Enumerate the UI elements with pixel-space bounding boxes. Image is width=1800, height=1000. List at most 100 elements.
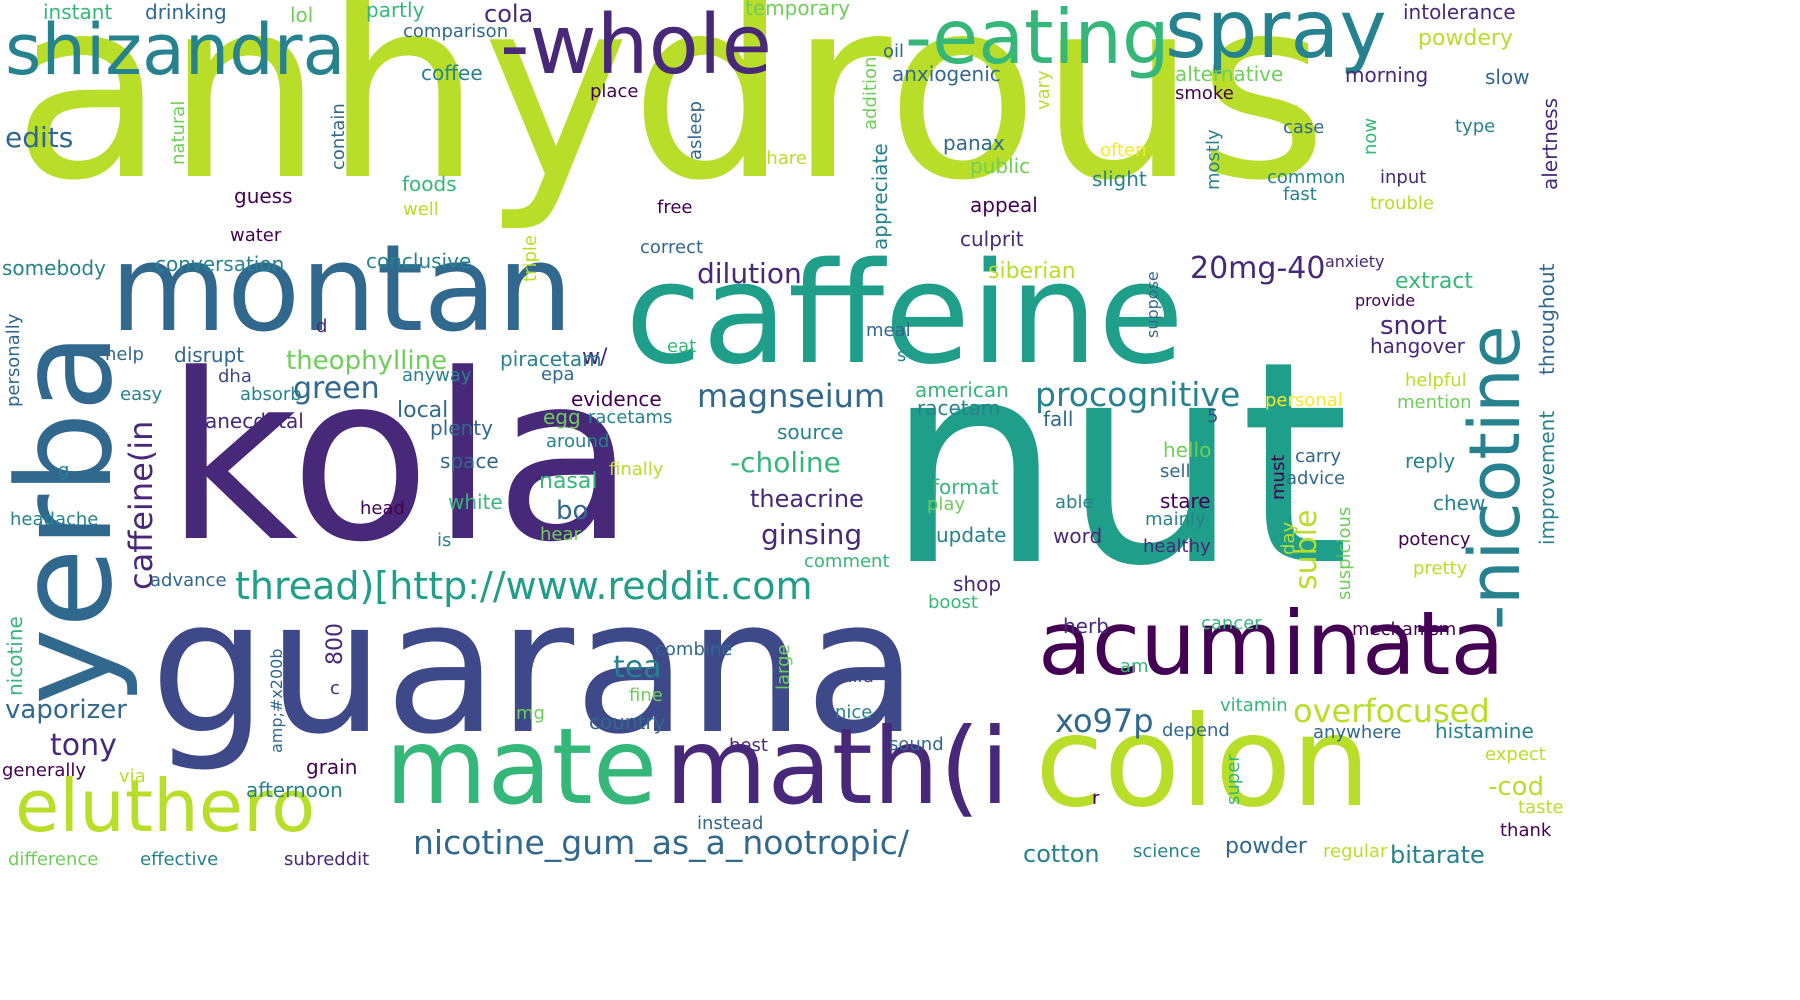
cloud-word: 800	[323, 623, 348, 665]
cloud-word: water	[230, 225, 282, 246]
cloud-word: reply	[1405, 449, 1456, 473]
cloud-word: disrupt	[174, 343, 245, 367]
cloud-word: vitamin	[1220, 695, 1288, 716]
cloud-word: mg	[516, 703, 545, 724]
cloud-word: epa	[541, 364, 575, 385]
cloud-word: g	[58, 460, 70, 481]
cloud-word: guess	[234, 184, 293, 208]
cloud-word: place	[590, 81, 639, 102]
cloud-word: correct	[640, 237, 704, 258]
cloud-word: tony	[50, 728, 117, 763]
cloud-word: egg	[543, 405, 581, 429]
cloud-word: powder	[1225, 834, 1307, 859]
cloud-word: panax	[943, 131, 1005, 155]
cloud-word: nut	[885, 302, 1350, 628]
cloud-word: expect	[1485, 744, 1546, 765]
cloud-word: play	[927, 494, 966, 515]
cloud-word: dig	[1268, 97, 1299, 121]
cloud-word: trouble	[1370, 193, 1434, 214]
cloud-word: instant	[43, 0, 113, 24]
cloud-word: bitarate	[1390, 841, 1485, 869]
cloud-word: morning	[1345, 63, 1429, 87]
cloud-word: dilution	[697, 257, 802, 290]
cloud-word: chew	[1433, 491, 1486, 515]
cloud-word: throughout	[1535, 263, 1559, 375]
cloud-word: racetams	[588, 407, 673, 428]
cloud-word: somebody	[2, 256, 106, 280]
cloud-word: local	[397, 398, 449, 423]
cloud-word: effective	[140, 849, 219, 870]
cloud-word: carry	[1295, 446, 1342, 467]
cloud-word: eat	[667, 336, 697, 357]
cloud-word: mate	[385, 706, 658, 828]
cloud-word: caffeine	[625, 233, 1185, 396]
cloud-word: mostly	[1203, 129, 1224, 190]
cloud-word: caffeine(in	[122, 420, 160, 590]
cloud-word: theophylline	[286, 346, 448, 376]
cloud-word: dha	[218, 366, 252, 387]
cloud-word: head	[360, 498, 405, 519]
cloud-word: improvement	[1535, 410, 1559, 545]
cloud-word: 20mg-40	[1190, 251, 1326, 286]
cloud-word: anxiety	[1325, 252, 1385, 271]
cloud-word: difference	[8, 849, 99, 870]
cloud-word: contain	[328, 103, 349, 170]
cloud-word: help	[105, 344, 144, 365]
cloud-word: edits	[5, 121, 74, 154]
cloud-word: math(i	[665, 706, 1010, 828]
cloud-word: is	[437, 530, 452, 551]
cloud-word: addition	[860, 56, 881, 130]
cloud-word: hear	[540, 524, 581, 545]
cloud-word: easy	[120, 384, 163, 405]
cloud-word: helpful	[1405, 370, 1467, 391]
cloud-word: bo	[556, 496, 589, 526]
cloud-word: procognitive	[1035, 375, 1241, 414]
cloud-word: magnseium	[697, 377, 886, 415]
cloud-word: word	[1053, 524, 1103, 548]
cloud-word: -whole	[500, 0, 773, 93]
cloud-word: science	[1133, 841, 1201, 862]
cloud-word: depend	[1162, 720, 1230, 741]
cloud-word: -eating	[905, 0, 1170, 81]
cloud-word: eluthero	[15, 764, 316, 848]
cloud-word: often	[1100, 140, 1147, 161]
cloud-word: american	[915, 378, 1009, 402]
cloud-word: mention	[1397, 392, 1472, 413]
cloud-word: combine	[655, 639, 733, 660]
cloud-word: potency	[1398, 529, 1471, 550]
cloud-word: headache	[10, 509, 99, 530]
cloud-word: personal	[1265, 390, 1343, 411]
cloud-word: super	[1223, 754, 1244, 805]
cloud-word: update	[936, 523, 1007, 547]
cloud-word: around	[546, 431, 610, 452]
cloud-word: natural	[168, 100, 189, 165]
cloud-word: tea	[613, 650, 662, 685]
cloud-word: asleep	[685, 101, 706, 160]
cloud-word: case	[1283, 117, 1325, 138]
cloud-word: partly	[366, 0, 425, 22]
cloud-word: ginsing	[761, 518, 863, 551]
cloud-word: 5	[1207, 406, 1219, 427]
cloud-word: public	[970, 154, 1031, 178]
cloud-word: colon	[1035, 690, 1371, 835]
cloud-word: common	[1267, 167, 1346, 188]
cloud-word: thank	[1500, 820, 1552, 841]
cloud-word: piracetam	[500, 347, 602, 371]
cloud-word: appeal	[970, 193, 1038, 217]
cloud-word: shop	[953, 572, 1002, 596]
cloud-word: slow	[1485, 65, 1530, 89]
cloud-word: sound	[889, 734, 944, 755]
cloud-word: w/	[582, 345, 608, 370]
cloud-word: sell	[1160, 461, 1191, 482]
cloud-word: advance	[150, 570, 227, 591]
cloud-word: boost	[928, 592, 978, 613]
cloud-word: suspicious	[1334, 506, 1355, 600]
cloud-word: snort	[1380, 311, 1447, 341]
cloud-word: fine	[629, 685, 663, 706]
cloud-word: green	[293, 371, 380, 406]
cloud-word: healthy	[1143, 536, 1211, 557]
cloud-word: cola	[484, 0, 534, 28]
cloud-word: now	[1360, 117, 1381, 155]
cloud-word: amp;#x200b	[267, 648, 286, 753]
cloud-word: best	[729, 735, 768, 756]
